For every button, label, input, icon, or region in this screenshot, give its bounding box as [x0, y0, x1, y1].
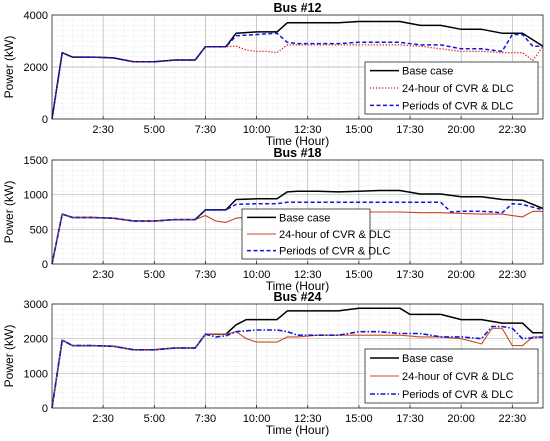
legend-label: Periods of CVR & DLC	[402, 100, 513, 112]
x-tick-label: 7:30	[195, 124, 216, 136]
x-tick-label: 5:00	[144, 124, 165, 136]
x-tick-label: 15:00	[345, 124, 373, 136]
x-tick-label: 2:30	[92, 269, 113, 281]
subplot-3: 2:30 5:00 7:30 10:00 12:30 15:00 17:30 20:00 22:…	[2, 290, 544, 437]
axes-box	[51, 14, 544, 120]
y-tick-label: 3000	[24, 299, 48, 311]
series-line-3	[51, 32, 543, 120]
y-tick-label: 500	[30, 224, 48, 236]
x-tick-label: 10:00	[243, 413, 271, 425]
y-tick-label: 4000	[24, 10, 48, 22]
x-tick-label: 7:30	[195, 413, 216, 425]
chart-title: Bus #18	[274, 146, 322, 160]
x-axis-label: Time (Hour)	[266, 423, 330, 437]
legend-label: 24-hour of CVR & DLC	[402, 83, 514, 95]
y-tick-label: 0	[42, 403, 48, 415]
subplot-2: 2:30 5:00 7:30 10:00 12:30 15:00 17:30 20:00 22:…	[2, 146, 544, 293]
x-tick-label: 5:00	[144, 269, 165, 281]
x-tick-label: 22:30	[499, 124, 527, 136]
y-tick-label: 1000	[24, 190, 48, 202]
legend-label: Periods of CVR & DLC	[279, 246, 390, 258]
y-tick-label: 2000	[24, 334, 48, 346]
x-tick-label: 20:00	[447, 124, 475, 136]
x-tick-label: 20:00	[447, 269, 475, 281]
y-tick-label: 2000	[24, 62, 48, 74]
x-tick-label: 12:30	[294, 269, 322, 281]
y-axis-label: Power (kW)	[2, 325, 16, 388]
legend-label: Base case	[402, 66, 453, 78]
series-line-3	[51, 201, 544, 265]
legend-label: Base case	[279, 212, 330, 224]
y-tick-label: 0	[42, 259, 48, 271]
subplot-1: 2:30 5:00 7:30 10:00 12:30 15:00 17:30 20:00 22:…	[2, 1, 544, 148]
chart-title: Bus #24	[274, 290, 322, 304]
x-tick-label: 17:30	[396, 124, 424, 136]
legend: Base case 24-hour of CVR & DLC Periods of …	[241, 208, 391, 260]
legend: Base case 24-hour of CVR & DLC Periods of …	[364, 348, 539, 404]
y-axis-label: Power (kW)	[2, 181, 16, 244]
chart-title: Bus #12	[274, 1, 322, 15]
x-tick-label: 7:30	[195, 269, 216, 281]
legend-label: Periods of CVR & DLC	[402, 389, 513, 401]
x-tick-label: 5:00	[144, 413, 165, 425]
x-tick-label: 10:00	[243, 124, 271, 136]
y-tick-label: 1500	[24, 155, 48, 167]
legend-label: 24-hour of CVR & DLC	[402, 371, 514, 383]
axes-box	[51, 159, 544, 265]
x-tick-label: 12:30	[294, 124, 322, 136]
y-tick-label: 1000	[24, 368, 48, 380]
x-tick-label: 12:30	[294, 413, 322, 425]
y-tick-label: 0	[42, 114, 48, 126]
x-tick-label: 2:30	[92, 413, 113, 425]
x-tick-label: 15:00	[345, 269, 373, 281]
axes-box	[51, 303, 544, 409]
y-axis-label: Power (kW)	[2, 36, 16, 99]
x-axis-label: Time (Hour)	[266, 134, 330, 148]
x-tick-label: 22:30	[499, 269, 527, 281]
legend-label: Base case	[402, 353, 453, 365]
x-tick-label: 10:00	[243, 269, 271, 281]
x-tick-label: 22:30	[499, 413, 527, 425]
x-tick-label: 17:30	[396, 269, 424, 281]
x-tick-label: 2:30	[92, 124, 113, 136]
x-axis-label: Time (Hour)	[266, 279, 330, 293]
x-tick-label: 15:00	[345, 413, 373, 425]
legend: Base case 24-hour of CVR & DLC Periods of …	[364, 61, 539, 115]
x-tick-label: 20:00	[447, 413, 475, 425]
series-line-2	[51, 44, 544, 120]
legend-label: 24-hour of CVR & DLC	[279, 229, 391, 241]
x-tick-label: 17:30	[396, 413, 424, 425]
